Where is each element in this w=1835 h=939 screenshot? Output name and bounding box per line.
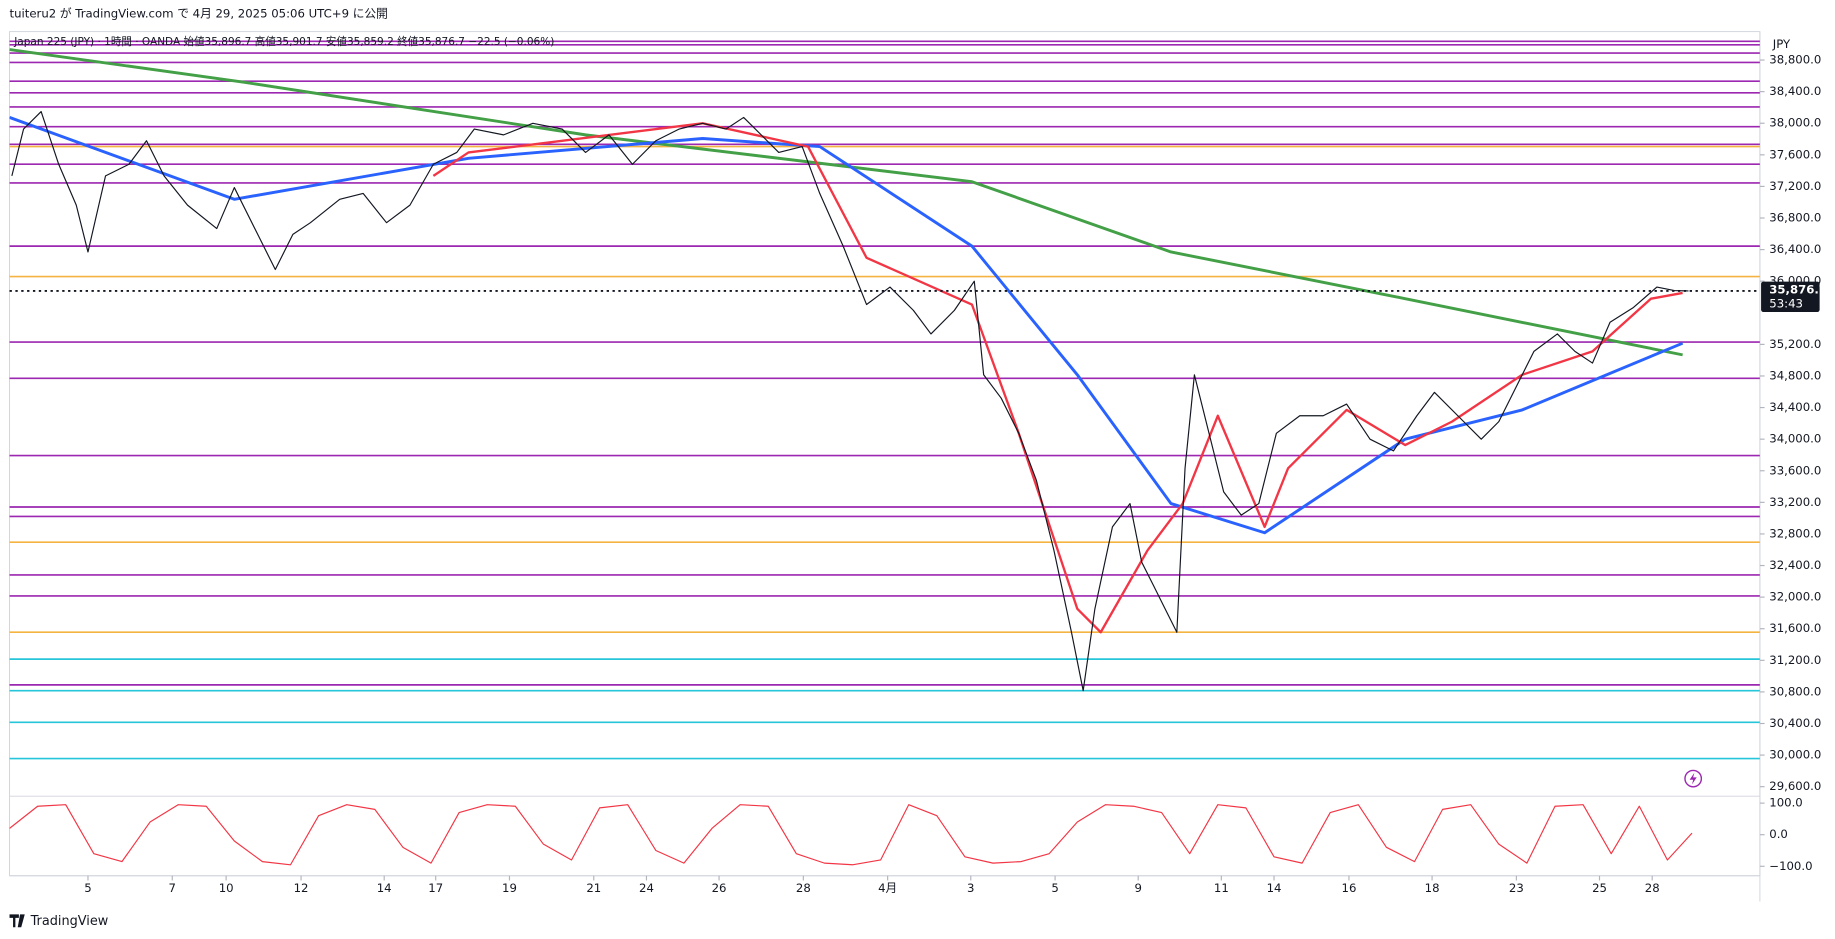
y-tick-label: 31,200.0 <box>1769 653 1821 667</box>
alert-icon[interactable] <box>1684 769 1703 788</box>
y-tick-label: 30,400.0 <box>1769 716 1821 730</box>
y-tick-label: 38,400.0 <box>1769 84 1821 98</box>
y-tick-label: 37,600.0 <box>1769 147 1821 161</box>
y-tick-label: 35,200.0 <box>1769 337 1821 351</box>
x-tick-label: 11 <box>1214 881 1229 895</box>
brand-name: TradingView <box>30 914 109 929</box>
y-tick-label: 34,400.0 <box>1769 400 1821 414</box>
series-line <box>9 48 1683 357</box>
x-tick-label: 14 <box>377 881 392 895</box>
series-line <box>11 110 1689 692</box>
y-tick-label: 32,000.0 <box>1769 590 1821 604</box>
y-tick-label: 36,800.0 <box>1769 211 1821 225</box>
alert-icon-bolt <box>1689 772 1697 785</box>
y-tick-label: 38,800.0 <box>1769 53 1821 67</box>
pane <box>9 804 1693 866</box>
last-price-label: 35,876.7 <box>1769 282 1827 296</box>
y-tick-label: 33,600.0 <box>1769 463 1821 477</box>
x-tick-label: 18 <box>1425 881 1440 895</box>
plot-area: 38,800.0 38,400.0 38,000.0 37,600.0 37,200.0… <box>9 40 1827 895</box>
y-tick-label: 32,800.0 <box>1769 526 1821 540</box>
x-tick-label: 21 <box>586 881 601 895</box>
x-tick-label: 28 <box>796 881 811 895</box>
countdown: 53:43 <box>1769 296 1803 310</box>
x-tick-label: 7 <box>169 881 176 895</box>
x-tick-label: 16 <box>1342 881 1357 895</box>
x-tick-label: 14 <box>1267 881 1282 895</box>
symbol-legend: Japan 225 (JPY) · 1時間 · OANDA 始値35,896.7… <box>13 35 554 48</box>
y-tick-label: 36,400.0 <box>1769 242 1821 256</box>
x-tick-label: 4月 <box>878 881 897 895</box>
currency-label: JPY <box>1772 37 1791 51</box>
pane <box>9 40 1760 760</box>
y-tick-label: 100.0 <box>1769 796 1802 810</box>
x-tick-label: 12 <box>294 881 309 895</box>
x-tick-label: 25 <box>1592 881 1607 895</box>
y-tick-label: 37,200.0 <box>1769 179 1821 193</box>
x-tick-label: 23 <box>1509 881 1524 895</box>
y-tick-label: 31,600.0 <box>1769 621 1821 635</box>
x-tick-label: 5 <box>1051 881 1058 895</box>
brand-logo <box>9 914 25 928</box>
y-tick-label: 0.0 <box>1769 827 1788 841</box>
x-tick-label: 5 <box>84 881 91 895</box>
y-tick-label: 30,000.0 <box>1769 748 1821 762</box>
x-tick-label: 17 <box>428 881 443 895</box>
x-tick-label: 26 <box>712 881 727 895</box>
brand: TradingView <box>9 914 109 929</box>
x-tick-label: 19 <box>502 881 517 895</box>
last-price-box <box>1761 281 1820 313</box>
y-tick-label: 30,800.0 <box>1769 684 1821 698</box>
y-tick-label: 29,600.0 <box>1769 779 1821 793</box>
x-tick-label: 9 <box>1134 881 1141 895</box>
x-tick-label: 10 <box>219 881 234 895</box>
y-tick-label: 38,000.0 <box>1769 116 1821 130</box>
x-tick-label: 24 <box>639 881 654 895</box>
publish-line: tuiteru2 が TradingView.com で 4月 29, 2025… <box>10 7 388 21</box>
y-tick-label: 34,000.0 <box>1769 432 1821 446</box>
y-tick-label: 32,400.0 <box>1769 558 1821 572</box>
series-line <box>9 804 1693 866</box>
y-tick-label: 34,800.0 <box>1769 368 1821 382</box>
x-tick-label: 3 <box>967 881 974 895</box>
y-tick-label: 33,200.0 <box>1769 495 1821 509</box>
x-tick-label: 28 <box>1645 881 1660 895</box>
y-tick-label: −100.0 <box>1769 859 1812 873</box>
